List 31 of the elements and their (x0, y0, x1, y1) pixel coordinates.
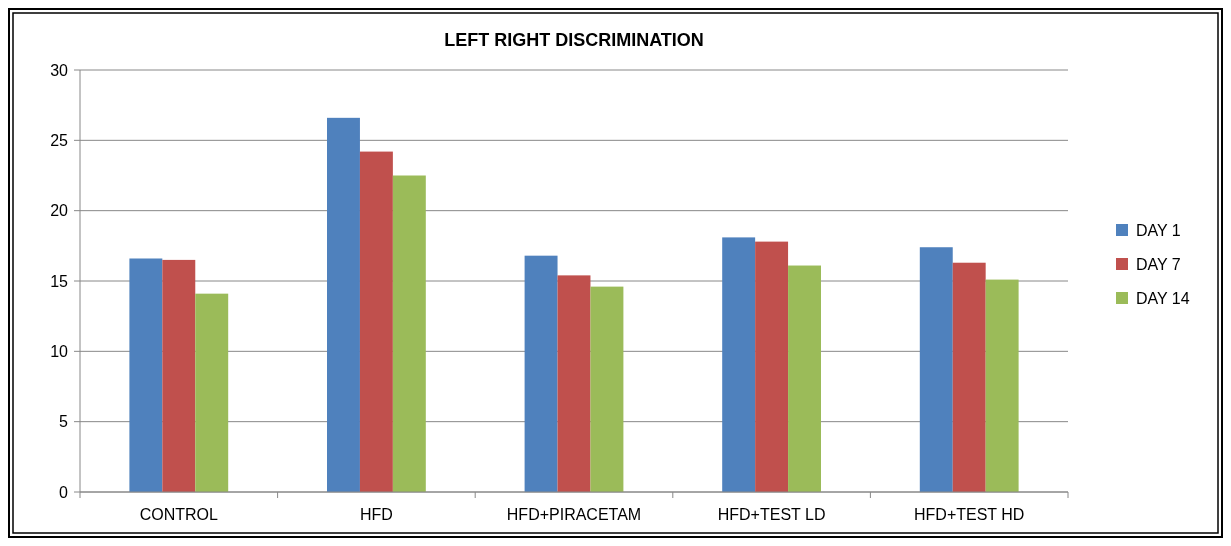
bar (590, 286, 624, 492)
y-tick-label: 30 (50, 61, 69, 79)
bar (755, 241, 789, 492)
bar (359, 151, 393, 492)
legend-label: DAY 1 (1136, 221, 1181, 239)
legend-label: DAY 7 (1136, 255, 1181, 273)
chart-title: LEFT RIGHT DISCRIMINATION (444, 30, 704, 50)
y-tick-label: 0 (59, 483, 69, 501)
bar (557, 275, 591, 492)
bar (985, 279, 1019, 492)
y-tick-label: 5 (59, 413, 69, 431)
bar (952, 262, 986, 492)
bar (327, 117, 360, 492)
bar (722, 237, 756, 492)
bar (788, 265, 821, 492)
x-tick-label: HFD (359, 506, 393, 523)
bar (919, 247, 953, 492)
y-tick-label: 25 (50, 131, 69, 149)
y-tick-label: 20 (50, 202, 69, 220)
y-tick-label: 10 (50, 342, 69, 360)
bar (392, 175, 426, 492)
bar (524, 255, 558, 492)
bar (195, 293, 229, 492)
x-tick-label: HFD+TEST HD (914, 506, 1025, 523)
bar (129, 258, 163, 492)
bar (162, 259, 196, 492)
x-tick-label: HFD+TEST LD (717, 506, 826, 523)
y-tick-label: 15 (50, 272, 69, 290)
x-tick-label: HFD+PIRACETAM (506, 506, 642, 523)
x-tick-label: CONTROL (139, 506, 219, 523)
legend-label: DAY 14 (1136, 289, 1190, 307)
